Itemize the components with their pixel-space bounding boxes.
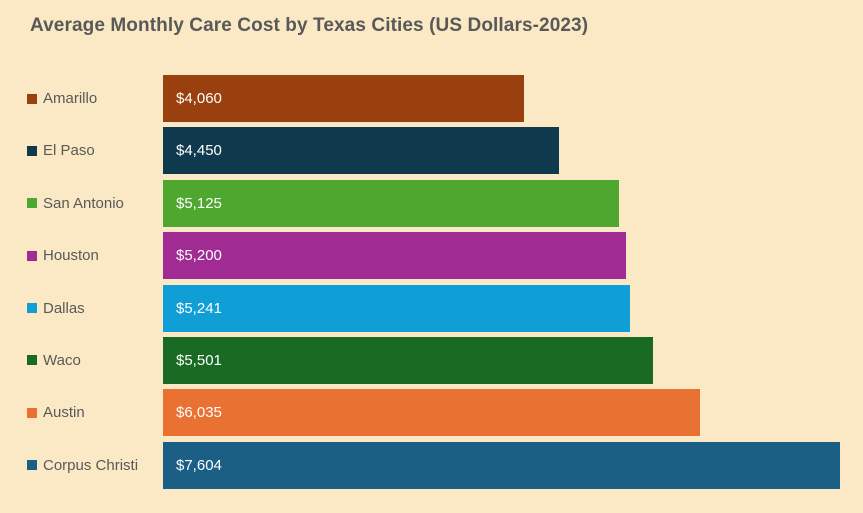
bar-value-label: $5,241 [176, 299, 222, 317]
bar-track: $5,501 [163, 336, 840, 384]
bar-track: $7,604 [163, 441, 840, 489]
bar-value-label: $7,604 [176, 456, 222, 474]
category-marker-icon [27, 303, 37, 314]
category-marker-icon [27, 460, 37, 471]
bar-track: $4,450 [163, 127, 840, 175]
category-label: El Paso [43, 142, 95, 160]
chart-row: El Paso $4,450 [0, 127, 863, 175]
bar: $5,241 [163, 284, 630, 332]
category-label-cell: Corpus Christi [0, 442, 163, 489]
category-marker-icon [27, 198, 37, 209]
category-label-cell: Amarillo [0, 75, 163, 122]
bar-value-label: $4,450 [176, 142, 222, 160]
category-label: San Antonio [43, 194, 124, 212]
bar: $5,125 [163, 179, 620, 227]
category-label: Waco [43, 351, 81, 369]
bar-track: $5,241 [163, 284, 840, 332]
bar: $5,501 [163, 336, 653, 384]
bar-track: $4,060 [163, 75, 840, 122]
bar: $6,035 [163, 389, 701, 437]
bar-value-label: $5,125 [176, 194, 222, 212]
chart-title: Average Monthly Care Cost by Texas Citie… [30, 15, 589, 36]
bar-track: $5,200 [163, 232, 840, 280]
bar-value-label: $5,200 [176, 247, 222, 265]
category-label-cell: Waco [0, 337, 163, 384]
category-label-cell: El Paso [0, 127, 163, 174]
category-label-cell: San Antonio [0, 180, 163, 227]
chart-row: Corpus Christi $7,604 [0, 441, 863, 489]
chart-row: Amarillo $4,060 [0, 75, 863, 122]
category-label: Dallas [43, 299, 85, 317]
chart-rows: Amarillo $4,060 El Paso $4,450 San Anton… [0, 75, 863, 494]
category-label-cell: Austin [0, 389, 163, 436]
category-label: Amarillo [43, 90, 98, 107]
category-label-cell: Houston [0, 232, 163, 279]
category-marker-icon [27, 407, 37, 418]
bar-track: $6,035 [163, 389, 840, 437]
chart-row: Dallas $5,241 [0, 284, 863, 332]
category-marker-icon [27, 93, 37, 104]
category-label: Houston [43, 247, 99, 265]
bar-track: $5,125 [163, 179, 840, 227]
bar: $7,604 [163, 441, 840, 489]
chart-row: Austin $6,035 [0, 389, 863, 437]
chart-row: Waco $5,501 [0, 336, 863, 384]
chart-row: Houston $5,200 [0, 232, 863, 280]
bar-value-label: $4,060 [176, 90, 222, 107]
category-label: Austin [43, 404, 85, 422]
bar: $5,200 [163, 232, 626, 280]
category-marker-icon [27, 250, 37, 261]
category-label-cell: Dallas [0, 285, 163, 332]
category-marker-icon [27, 145, 37, 156]
bar-value-label: $5,501 [176, 351, 222, 369]
bar: $4,450 [163, 127, 560, 175]
category-label: Corpus Christi [43, 456, 139, 474]
chart-row: San Antonio $5,125 [0, 179, 863, 227]
bar-value-label: $6,035 [176, 404, 222, 422]
bar: $4,060 [163, 75, 525, 122]
category-marker-icon [27, 355, 37, 366]
